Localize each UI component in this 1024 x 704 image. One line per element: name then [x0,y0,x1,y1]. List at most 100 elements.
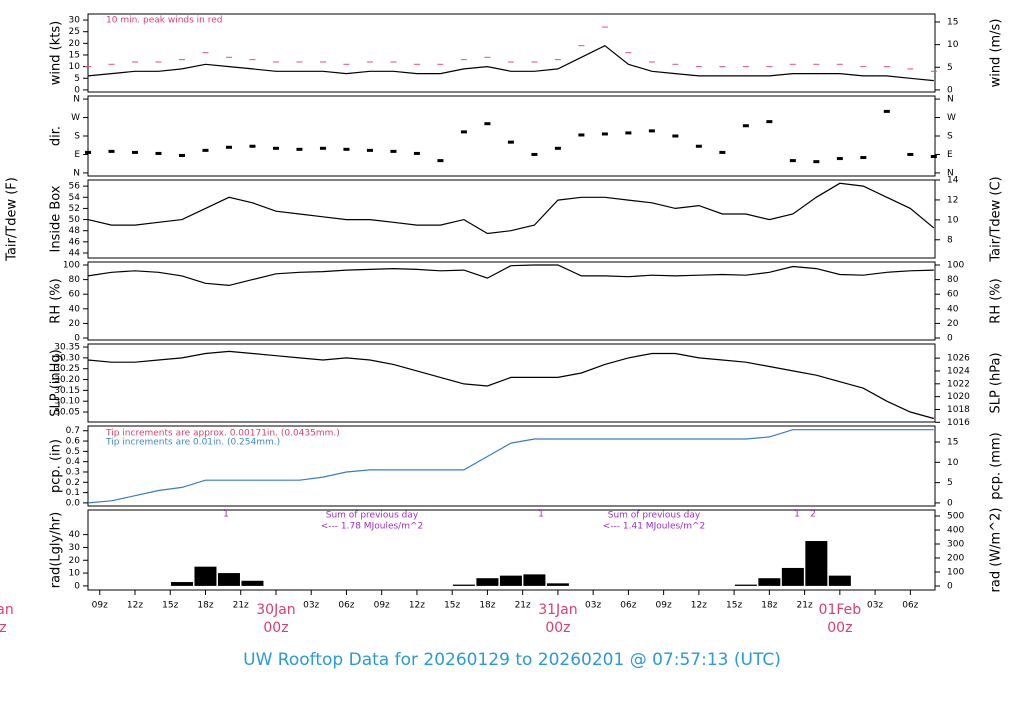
y-tick-label: 20 [69,319,81,329]
y2-tick-label: 60 [947,290,959,300]
y2-tick-label: 1020 [947,392,970,402]
y2-axis-label: RH (%) [989,278,1004,323]
y-tick-label: 40 [69,530,81,540]
y2-tick-label: 40 [947,304,959,314]
date-label: 31Jan [538,602,577,618]
x-tick-label: 06z [902,601,918,611]
y-tick-label: 46 [69,237,81,247]
y-tick-label: 0.0 [66,498,81,508]
rad-bar [217,573,240,586]
dir-point [578,133,585,137]
dir-point [742,124,749,128]
rad-bar [499,575,522,586]
x-tick-label: 21z [797,601,813,611]
date-time-label: 00z [827,620,852,636]
x-tick-label: 15z [444,601,460,611]
y2-tick-label: 0 [947,334,953,344]
data-line [87,182,935,235]
y2-tick-label: 0 [947,581,953,591]
date-label: 30Jan [256,602,295,618]
panel-frame [87,95,936,177]
dir-point [860,156,867,160]
dir-point [813,160,820,164]
rad-bar [758,578,781,586]
y-tick-label: 25 [69,27,80,37]
y-tick-label: 0.6 [66,437,81,447]
y-tick-label: 5 [74,74,80,84]
dir-point [155,151,162,155]
panel-frame [87,261,936,341]
dir-point [460,130,467,134]
dir-point [178,153,185,157]
data-line [87,44,934,82]
dir-point [437,159,444,163]
y2-tick-label: 1018 [947,405,970,415]
y-tick-label: 44 [69,248,81,258]
x-tick-label: 21z [233,601,249,611]
y-tick-label: 20 [69,556,81,566]
y-tick-label: N [73,95,80,105]
dir-point [672,134,679,138]
y-tick-label: 0.3 [66,467,80,477]
rad-bar [194,566,217,586]
dir-point [907,152,914,156]
annotation: Tip increments are approx. 0.00171in. (0… [105,429,340,439]
y2-tick-label: 300 [947,540,964,550]
y-tick-label: 0.2 [66,478,80,488]
dir-point [695,144,702,148]
y2-tick-label: 14 [947,176,959,186]
y2-tick-label: 15 [947,438,958,448]
dir-point [930,155,937,159]
y-tick-label: 100 [63,260,80,270]
rad-bar [828,575,851,586]
y-tick-label: 0 [74,581,80,591]
dir-point [390,149,397,153]
data-line [87,264,934,287]
y2-axis-label: Tair/Tdew (C) [989,176,1004,262]
x-tick-label: 09z [374,601,390,611]
panel-frame [87,343,936,423]
rad-bar [546,583,569,586]
dir-point [531,152,538,156]
x-tick-label: 15z [726,601,742,611]
dir-point [601,132,608,136]
dir-point [883,109,890,113]
y-tick-label: 56 [69,182,81,192]
x-tick-label: 18z [479,601,495,611]
annotation: 1 [538,510,544,520]
y-tick-label: 0 [74,334,80,344]
y-tick-label: 30 [69,543,81,553]
dir-point [766,120,773,124]
y2-axis-label: rad (W/m^2) [989,508,1004,593]
y2-tick-label: E [947,150,953,160]
date-label: 29Jan [0,602,14,618]
rad-bar [805,541,828,586]
y2-tick-label: N [947,95,954,105]
y-tick-label: 30.25 [54,364,80,374]
dir-point [484,122,491,126]
y2-tick-label: 0 [947,85,953,95]
y2-tick-label: 400 [947,526,964,536]
annotation: 2 [810,510,816,520]
date-label: 01Feb [819,602,862,618]
y2-tick-label: 1016 [947,418,970,428]
panel-frame [87,509,936,591]
annotation: Tip increments are 0.01in. (0.254mm.) [105,438,280,448]
annotation: 1 [794,510,800,520]
x-tick-label: 12z [409,601,425,611]
y-axis-label: RH (%) [49,278,64,323]
x-tick-label: 15z [162,601,178,611]
annotation: <--- 1.41 MJoules/m^2 [603,522,705,532]
x-tick-label: 12z [691,601,707,611]
y2-tick-label: 80 [947,275,959,285]
y2-tick-label: 5 [947,63,953,73]
dir-point [85,150,91,154]
dir-point [719,150,726,154]
rad-bar [781,567,804,586]
x-tick-label: 12z [127,601,143,611]
dir-point [225,145,232,149]
y-axis-label: pcp. (in) [49,439,64,493]
x-tick-label: 09z [656,601,672,611]
dir-point [272,146,279,150]
